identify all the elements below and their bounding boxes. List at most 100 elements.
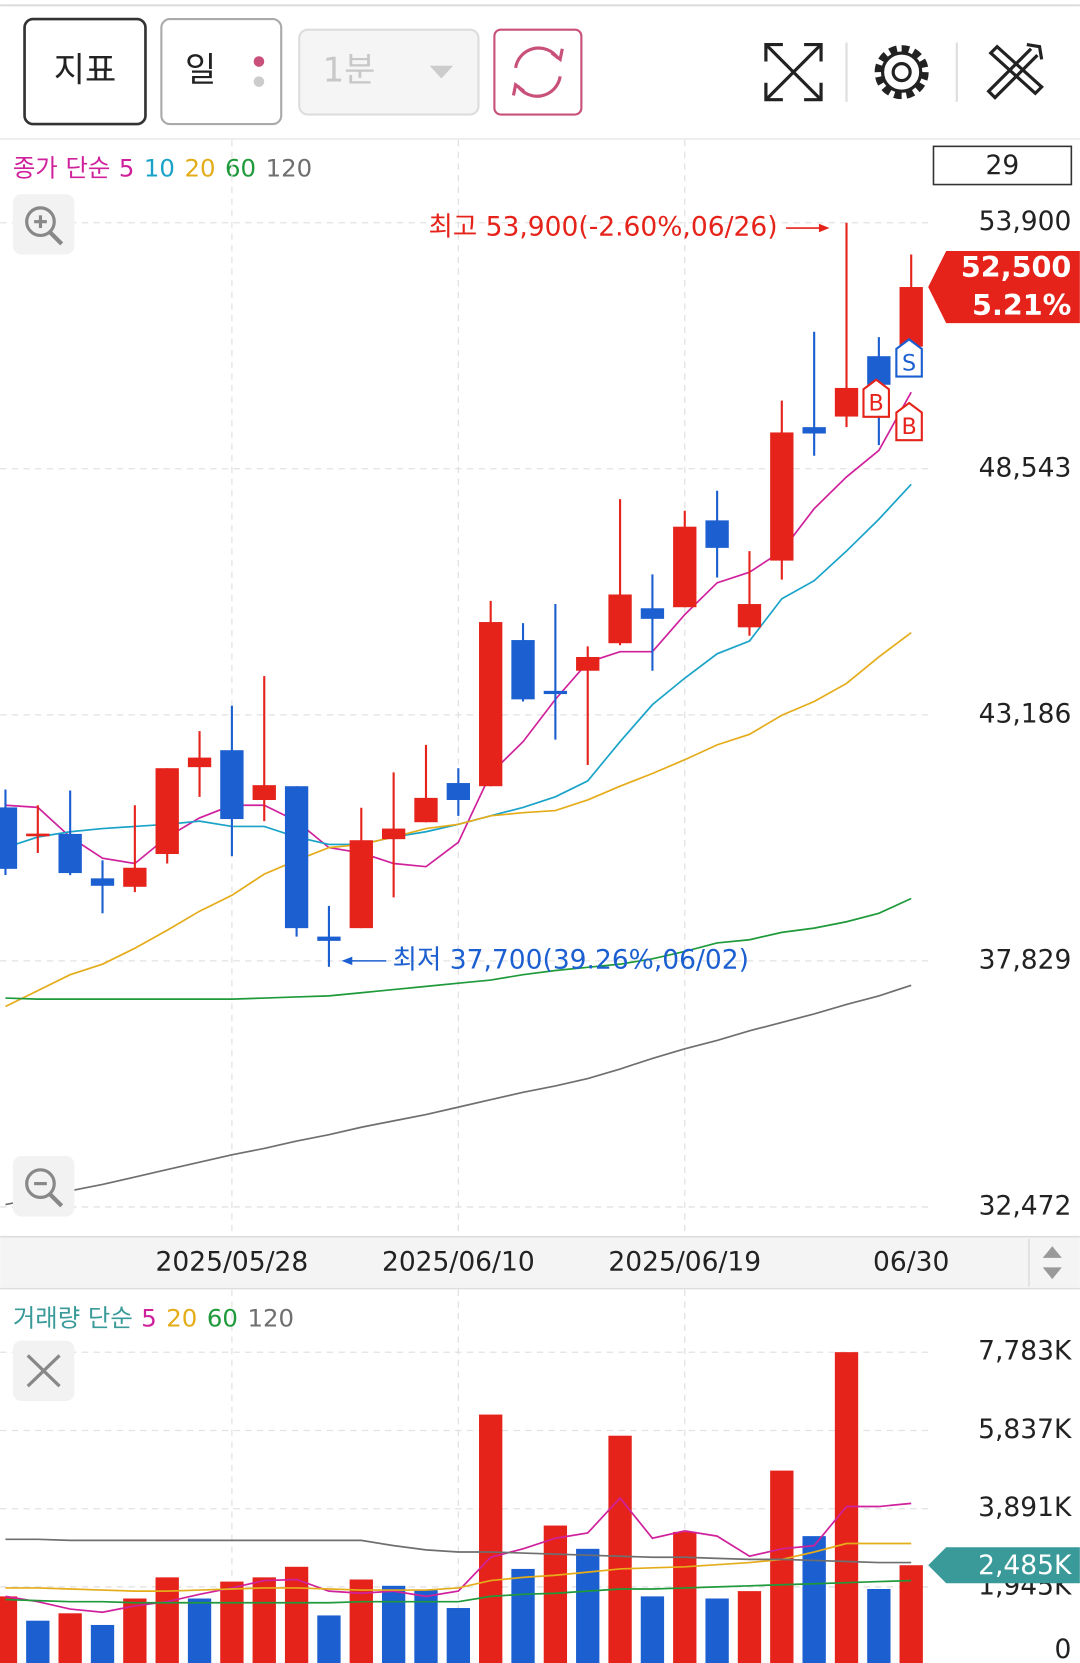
- count-box: [932, 145, 1073, 186]
- trade-signal-marker: [895, 401, 923, 442]
- candle-body: [284, 786, 309, 929]
- plot-layer: 종가 단순 5 10 20 60 120 53,900 48,543 43,186 37,829 3…: [0, 139, 1080, 1663]
- moving-average-line: [5, 1579, 912, 1604]
- volume-bar: [899, 1565, 923, 1663]
- legend-title: 거래량 단순: [13, 1303, 133, 1332]
- price-tag: [928, 250, 1080, 324]
- volume-bar: [349, 1579, 373, 1663]
- candle-body: [446, 783, 471, 800]
- y-tick-label: 48,543: [979, 452, 1072, 483]
- legend-entry: 20: [184, 154, 215, 183]
- volume-bar: [155, 1577, 179, 1663]
- legend-entry: 60: [225, 154, 256, 183]
- candle-body: [252, 785, 276, 800]
- change-tag-label: 5.21%: [972, 288, 1071, 322]
- period-dot: [253, 76, 265, 87]
- candle-body: [608, 594, 632, 644]
- volume-bar: [867, 1588, 891, 1663]
- legend-entry: 120: [247, 1303, 294, 1332]
- moving-average-line: [5, 984, 912, 1206]
- y-tick-label: 3,891K: [978, 1492, 1072, 1523]
- period-label: 일: [185, 52, 216, 91]
- x-tick-label: 2025/06/19: [608, 1247, 761, 1278]
- volume-bar: [640, 1596, 665, 1663]
- volume-bar: [446, 1608, 471, 1663]
- zoom-out[interactable]: [12, 1156, 75, 1217]
- candle-body: [576, 657, 600, 671]
- candle-body: [737, 604, 762, 628]
- indicator-button[interactable]: [23, 17, 147, 126]
- high-annotation: 최고 53,900(-2.60%,06/26): [428, 212, 777, 243]
- trade-signal-marker: [895, 338, 923, 378]
- volume-tag-label: 2,485K: [978, 1550, 1072, 1581]
- moving-average-line: [5, 1542, 912, 1592]
- toolbar: 지표 일 1분: [23, 17, 1044, 126]
- candle-body: [802, 427, 826, 434]
- zoom-in[interactable]: [12, 194, 75, 255]
- date-strip: [0, 1236, 1080, 1289]
- interval-select[interactable]: [298, 28, 480, 116]
- candle-body: [511, 640, 535, 700]
- volume-bar: [187, 1598, 212, 1663]
- volume-bar: [414, 1590, 438, 1663]
- candle-body: [187, 757, 212, 768]
- period-button[interactable]: [160, 18, 283, 126]
- scroll-arrows[interactable]: [1042, 1246, 1062, 1280]
- candle-body: [0, 807, 18, 869]
- y-tick-label: 43,186: [979, 698, 1072, 729]
- legend-entry: 20: [166, 1303, 197, 1332]
- x-tick-label: 06/30: [873, 1247, 949, 1278]
- candle-body: [123, 867, 147, 887]
- volume-bar: [123, 1598, 147, 1663]
- candle-body: [220, 750, 244, 820]
- candle-body: [479, 622, 503, 787]
- volume-bar: [737, 1591, 762, 1663]
- legend-entry: 120: [266, 154, 313, 183]
- tools-icon[interactable]: [986, 42, 1044, 100]
- volume-bar: [90, 1624, 115, 1663]
- candle-body: [673, 526, 697, 608]
- volume-bar: [317, 1615, 341, 1663]
- candle-body: [381, 828, 406, 840]
- volume-bar: [479, 1414, 503, 1663]
- refresh-button[interactable]: [493, 28, 583, 116]
- candle-body: [90, 878, 115, 886]
- settings-icon[interactable]: [874, 45, 929, 100]
- volume-bar: [511, 1568, 535, 1663]
- trade-signal-marker: [862, 378, 890, 418]
- candle-body: [899, 287, 923, 347]
- y-tick-label: 37,829: [979, 944, 1072, 975]
- moving-average-line: [5, 897, 912, 1000]
- volume-bar: [705, 1598, 729, 1663]
- interval-label: 1분: [323, 52, 376, 91]
- y-tick-label: 0: [1054, 1634, 1071, 1663]
- candle-body: [543, 690, 568, 695]
- volume-bar: [543, 1525, 568, 1663]
- trade-signal-label: S: [902, 350, 916, 376]
- candle-body: [867, 356, 891, 385]
- volume-bar: [381, 1585, 406, 1663]
- x-tick-label: 2025/05/28: [156, 1247, 309, 1278]
- close-volume[interactable]: [12, 1340, 75, 1402]
- candle-body: [414, 797, 438, 823]
- volume-bar: [673, 1531, 697, 1663]
- candle-body: [58, 833, 82, 874]
- volume-bar: [26, 1620, 50, 1663]
- trade-signal-label: B: [869, 391, 884, 417]
- fullscreen-icon[interactable]: [764, 42, 823, 102]
- volume-bar: [252, 1577, 276, 1663]
- high-arrow-head: [818, 223, 830, 233]
- candle-body: [317, 936, 341, 941]
- candle-body: [155, 768, 179, 855]
- volume-bar: [770, 1470, 794, 1663]
- candle-body: [349, 840, 373, 929]
- x-tick-label: 2025/06/10: [382, 1247, 535, 1278]
- price-tag-label: 52,500: [961, 250, 1071, 284]
- volume-bar: [284, 1566, 309, 1663]
- candle-body: [26, 833, 50, 837]
- volume-bar: [802, 1536, 826, 1663]
- dropdown-arrow: [429, 65, 454, 79]
